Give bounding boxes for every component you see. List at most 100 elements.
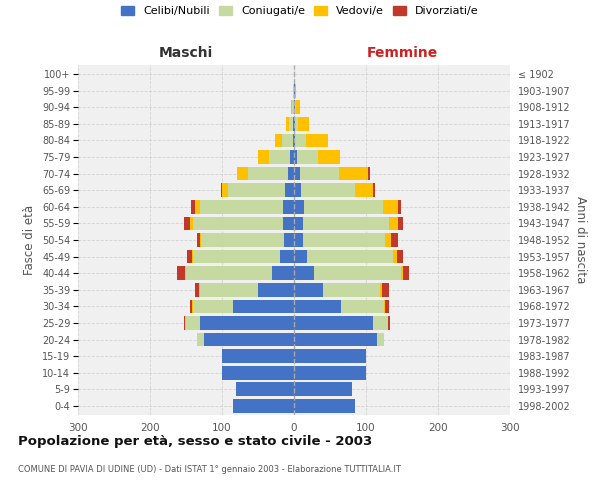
Bar <box>398 216 403 230</box>
Bar <box>284 233 294 247</box>
Bar <box>380 283 382 296</box>
Bar <box>199 283 200 296</box>
Bar <box>293 117 294 130</box>
Bar <box>397 250 403 264</box>
Bar <box>294 216 302 230</box>
Bar <box>201 233 284 247</box>
Bar <box>204 332 294 346</box>
Bar <box>282 134 293 147</box>
Bar <box>196 283 199 296</box>
Bar <box>294 233 302 247</box>
Bar <box>187 250 192 264</box>
Bar <box>194 200 200 213</box>
Bar <box>193 300 233 313</box>
Bar <box>294 117 295 130</box>
Bar <box>295 100 296 114</box>
Bar <box>283 200 294 213</box>
Bar <box>287 167 294 180</box>
Bar <box>294 184 301 197</box>
Bar <box>222 350 294 363</box>
Bar <box>280 250 294 264</box>
Bar <box>269 150 290 164</box>
Y-axis label: Fasce di età: Fasce di età <box>23 205 37 275</box>
Bar <box>190 300 192 313</box>
Bar <box>323 283 380 296</box>
Bar <box>178 266 185 280</box>
Text: Popolazione per età, sesso e stato civile - 2003: Popolazione per età, sesso e stato civil… <box>18 435 372 448</box>
Bar <box>294 134 295 147</box>
Bar <box>237 167 248 180</box>
Bar <box>304 200 383 213</box>
Bar <box>184 316 185 330</box>
Bar <box>294 366 366 380</box>
Bar <box>286 184 294 197</box>
Bar <box>294 84 295 98</box>
Bar <box>385 233 391 247</box>
Bar <box>197 332 204 346</box>
Bar <box>295 84 296 98</box>
Bar <box>300 167 340 180</box>
Bar <box>233 399 294 412</box>
Bar <box>294 250 307 264</box>
Bar <box>294 200 304 213</box>
Bar <box>191 200 194 213</box>
Text: COMUNE DI PAVIA DI UDINE (UD) - Dati ISTAT 1° gennaio 2003 - Elaborazione TUTTIT: COMUNE DI PAVIA DI UDINE (UD) - Dati IST… <box>18 465 401 474</box>
Bar <box>294 399 355 412</box>
Bar <box>341 300 384 313</box>
Bar <box>228 184 286 197</box>
Bar <box>186 316 200 330</box>
Bar <box>385 300 389 313</box>
Bar <box>383 200 398 213</box>
Bar <box>294 316 373 330</box>
Bar <box>295 134 306 147</box>
Bar <box>292 100 294 114</box>
Bar <box>294 100 295 114</box>
Bar <box>293 134 294 147</box>
Bar <box>394 250 397 264</box>
Text: Maschi: Maschi <box>159 46 213 60</box>
Bar <box>185 266 186 280</box>
Y-axis label: Anni di nascita: Anni di nascita <box>574 196 587 284</box>
Bar <box>302 233 385 247</box>
Bar <box>377 332 384 346</box>
Bar <box>355 184 373 197</box>
Bar <box>236 382 294 396</box>
Bar <box>294 332 377 346</box>
Bar <box>319 150 340 164</box>
Bar <box>302 216 389 230</box>
Bar <box>307 250 394 264</box>
Bar <box>294 350 366 363</box>
Bar <box>275 134 282 147</box>
Bar <box>184 216 190 230</box>
Bar <box>200 233 201 247</box>
Bar <box>192 250 193 264</box>
Bar <box>221 184 222 197</box>
Bar <box>384 300 385 313</box>
Bar <box>289 117 293 130</box>
Bar <box>200 316 294 330</box>
Bar <box>197 233 200 247</box>
Bar <box>294 300 341 313</box>
Bar <box>294 382 352 396</box>
Bar <box>373 316 388 330</box>
Bar <box>388 316 390 330</box>
Bar <box>298 117 309 130</box>
Bar <box>368 167 370 180</box>
Bar <box>297 150 319 164</box>
Bar <box>233 300 294 313</box>
Bar <box>286 117 289 130</box>
Bar <box>272 266 294 280</box>
Bar <box>193 250 280 264</box>
Bar <box>192 300 193 313</box>
Bar <box>403 266 409 280</box>
Bar <box>190 216 193 230</box>
Bar <box>294 167 300 180</box>
Bar <box>186 266 272 280</box>
Bar <box>391 233 398 247</box>
Legend: Celibi/Nubili, Coniugati/e, Vedovi/e, Divorziati/e: Celibi/Nubili, Coniugati/e, Vedovi/e, Di… <box>121 6 479 16</box>
Bar <box>294 266 314 280</box>
Bar <box>398 200 401 213</box>
Bar <box>340 167 368 180</box>
Bar <box>295 117 298 130</box>
Bar <box>306 134 328 147</box>
